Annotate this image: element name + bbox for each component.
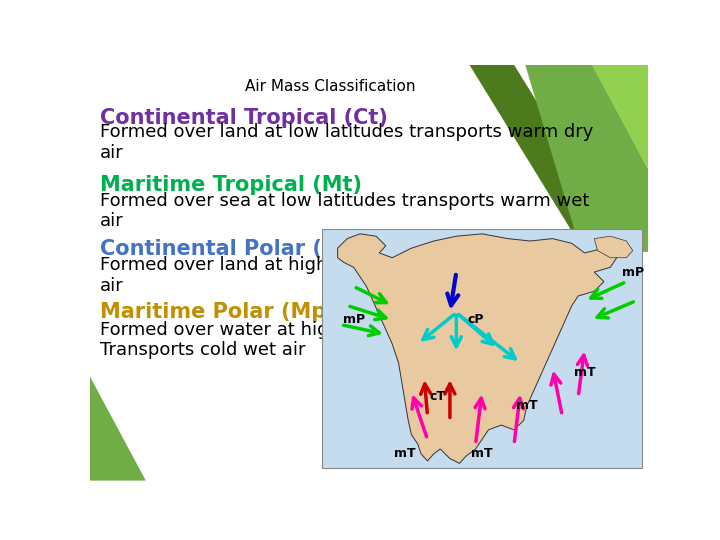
Text: Continental Tropical (Ct): Continental Tropical (Ct): [100, 109, 388, 129]
Text: Continental Polar (Cp): Continental Polar (Cp): [100, 239, 361, 259]
Text: cT: cT: [429, 390, 445, 403]
Text: mP: mP: [622, 266, 644, 279]
Polygon shape: [526, 65, 648, 252]
Bar: [322, 229, 642, 468]
Polygon shape: [90, 377, 145, 481]
Polygon shape: [469, 65, 637, 265]
Polygon shape: [594, 236, 633, 258]
Text: Air Mass Classification: Air Mass Classification: [245, 79, 415, 94]
Text: mP: mP: [343, 313, 365, 326]
Text: Formed over water at high latitudes
Transports cold wet air: Formed over water at high latitudes Tran…: [100, 321, 424, 359]
Text: Formed over land at high latitudes transports cold dry
air: Formed over land at high latitudes trans…: [100, 256, 589, 295]
Text: mT: mT: [574, 366, 595, 379]
Polygon shape: [338, 234, 617, 463]
Text: mT: mT: [516, 400, 538, 413]
Polygon shape: [593, 65, 648, 168]
Text: cP: cP: [467, 313, 484, 326]
Text: mT: mT: [471, 447, 492, 460]
Text: Maritime Tropical (Mt): Maritime Tropical (Mt): [100, 175, 362, 195]
Text: mT: mT: [394, 447, 416, 460]
Text: Formed over land at low latitudes transports warm dry
air: Formed over land at low latitudes transp…: [100, 123, 593, 162]
Text: Maritime Polar (Mp): Maritime Polar (Mp): [100, 302, 336, 322]
Text: Formed over sea at low latitudes transports warm wet
air: Formed over sea at low latitudes transpo…: [100, 192, 590, 231]
